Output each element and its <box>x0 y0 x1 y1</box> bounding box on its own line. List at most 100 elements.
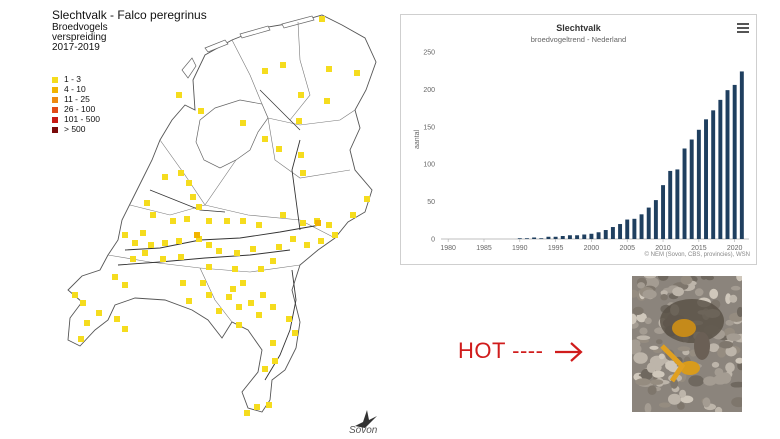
observation-square <box>206 218 212 224</box>
y-tick-label: 200 <box>423 87 435 94</box>
observation-square <box>244 410 250 416</box>
observation-square <box>176 238 182 244</box>
bar-1998 <box>575 235 580 239</box>
bar-2002 <box>603 230 608 239</box>
observation-square <box>178 170 184 176</box>
legend-item: 1 - 3 <box>52 74 81 84</box>
observation-square <box>148 242 154 248</box>
sovon-bird-logo <box>355 410 377 428</box>
observation-square <box>364 196 370 202</box>
observation-square <box>354 70 360 76</box>
map-subtitle-line: Broedvogels <box>52 22 108 33</box>
observation-square <box>298 92 304 98</box>
map-title: Slechtvalk - Falco peregrinus <box>52 8 207 22</box>
bar-2021 <box>739 71 744 239</box>
observation-square <box>234 250 240 256</box>
legend-label: 11 - 25 <box>64 94 90 104</box>
bar-2004 <box>618 224 623 239</box>
legend-label: > 500 <box>64 124 86 134</box>
bar-2003 <box>610 227 615 239</box>
trend-chart-panel: 0 50 100 150 200 250 1980 1985 1990 1995 2000 2005 2… <box>400 14 757 265</box>
observation-square <box>256 312 262 318</box>
legend-item: 4 - 10 <box>52 84 86 94</box>
observation-square <box>315 220 321 226</box>
distribution-map-panel: Slechtvalk - Falco peregrinus Broedvogel… <box>52 8 378 436</box>
observation-square <box>240 280 246 286</box>
observation-square <box>326 66 332 72</box>
bar-2011 <box>668 170 673 239</box>
observation-square <box>160 256 166 262</box>
observation-square <box>236 304 242 310</box>
observation-square <box>350 212 356 218</box>
observation-square <box>170 218 176 224</box>
bar-1990 <box>517 238 522 239</box>
observation-square <box>96 310 102 316</box>
observation-square <box>186 180 192 186</box>
bar-2006 <box>632 218 637 239</box>
bar-2019 <box>725 90 730 239</box>
sovon-logo-text: Sovon <box>349 425 378 436</box>
x-tick-label: 2005 <box>619 245 635 252</box>
legend-swatch <box>52 116 58 123</box>
bar-2017 <box>711 110 716 240</box>
bar-1996 <box>560 236 565 239</box>
observation-square <box>286 316 292 322</box>
hot-annotation-text: HOT ---- <box>458 338 544 363</box>
y-tick-label: 250 <box>423 50 435 57</box>
observation-square <box>184 216 190 222</box>
y-tick-label: 150 <box>423 124 435 131</box>
legend-swatch <box>52 126 58 133</box>
legend-label: 1 - 3 <box>64 74 82 84</box>
bar-2016 <box>704 119 708 239</box>
observation-square <box>296 118 302 124</box>
observation-square <box>196 204 202 210</box>
observation-square <box>298 152 304 158</box>
y-tick-label: 50 <box>427 199 435 206</box>
observation-square <box>262 366 268 372</box>
bar-1992 <box>532 237 537 239</box>
bar-1999 <box>582 234 587 239</box>
observation-square <box>180 280 186 286</box>
legend-label: 4 - 10 <box>64 84 86 94</box>
observation-square <box>254 404 260 410</box>
bar-1991 <box>524 238 529 239</box>
observation-square <box>326 222 332 228</box>
bar-2018 <box>718 99 723 239</box>
observation-square <box>80 300 86 306</box>
bar-2015 <box>696 129 701 239</box>
observation-square <box>122 282 128 288</box>
river-line <box>149 189 226 213</box>
wadden-island <box>239 25 271 39</box>
observation-square <box>162 174 168 180</box>
province-border <box>159 139 237 206</box>
observation-square <box>319 16 325 22</box>
bar-2014 <box>689 139 694 239</box>
legend-item: 11 - 25 <box>52 94 90 104</box>
observation-square <box>162 240 168 246</box>
river-line <box>291 139 301 231</box>
observation-square <box>240 218 246 224</box>
legend-item: 101 - 500 <box>52 114 100 124</box>
legend-swatch <box>52 76 58 83</box>
wadden-island <box>204 39 229 53</box>
observation-square <box>250 246 256 252</box>
observation-square <box>122 326 128 332</box>
observation-square <box>194 232 200 238</box>
observation-square <box>186 298 192 304</box>
hamburger-menu-icon[interactable] <box>737 23 749 33</box>
observation-square <box>262 136 268 142</box>
observation-square <box>72 292 78 298</box>
observation-square <box>240 120 246 126</box>
arrow-right-icon <box>555 342 583 362</box>
x-tick-label: 1980 <box>440 245 456 252</box>
y-tick-label: 100 <box>423 162 435 169</box>
bar-1993 <box>539 238 544 239</box>
bar-2008 <box>646 207 651 239</box>
province-border <box>289 21 311 121</box>
observation-square <box>84 320 90 326</box>
bar-2007 <box>639 214 644 239</box>
observation-square <box>266 402 272 408</box>
observation-square <box>78 336 84 342</box>
province-border <box>267 109 356 126</box>
observation-square <box>114 316 120 322</box>
